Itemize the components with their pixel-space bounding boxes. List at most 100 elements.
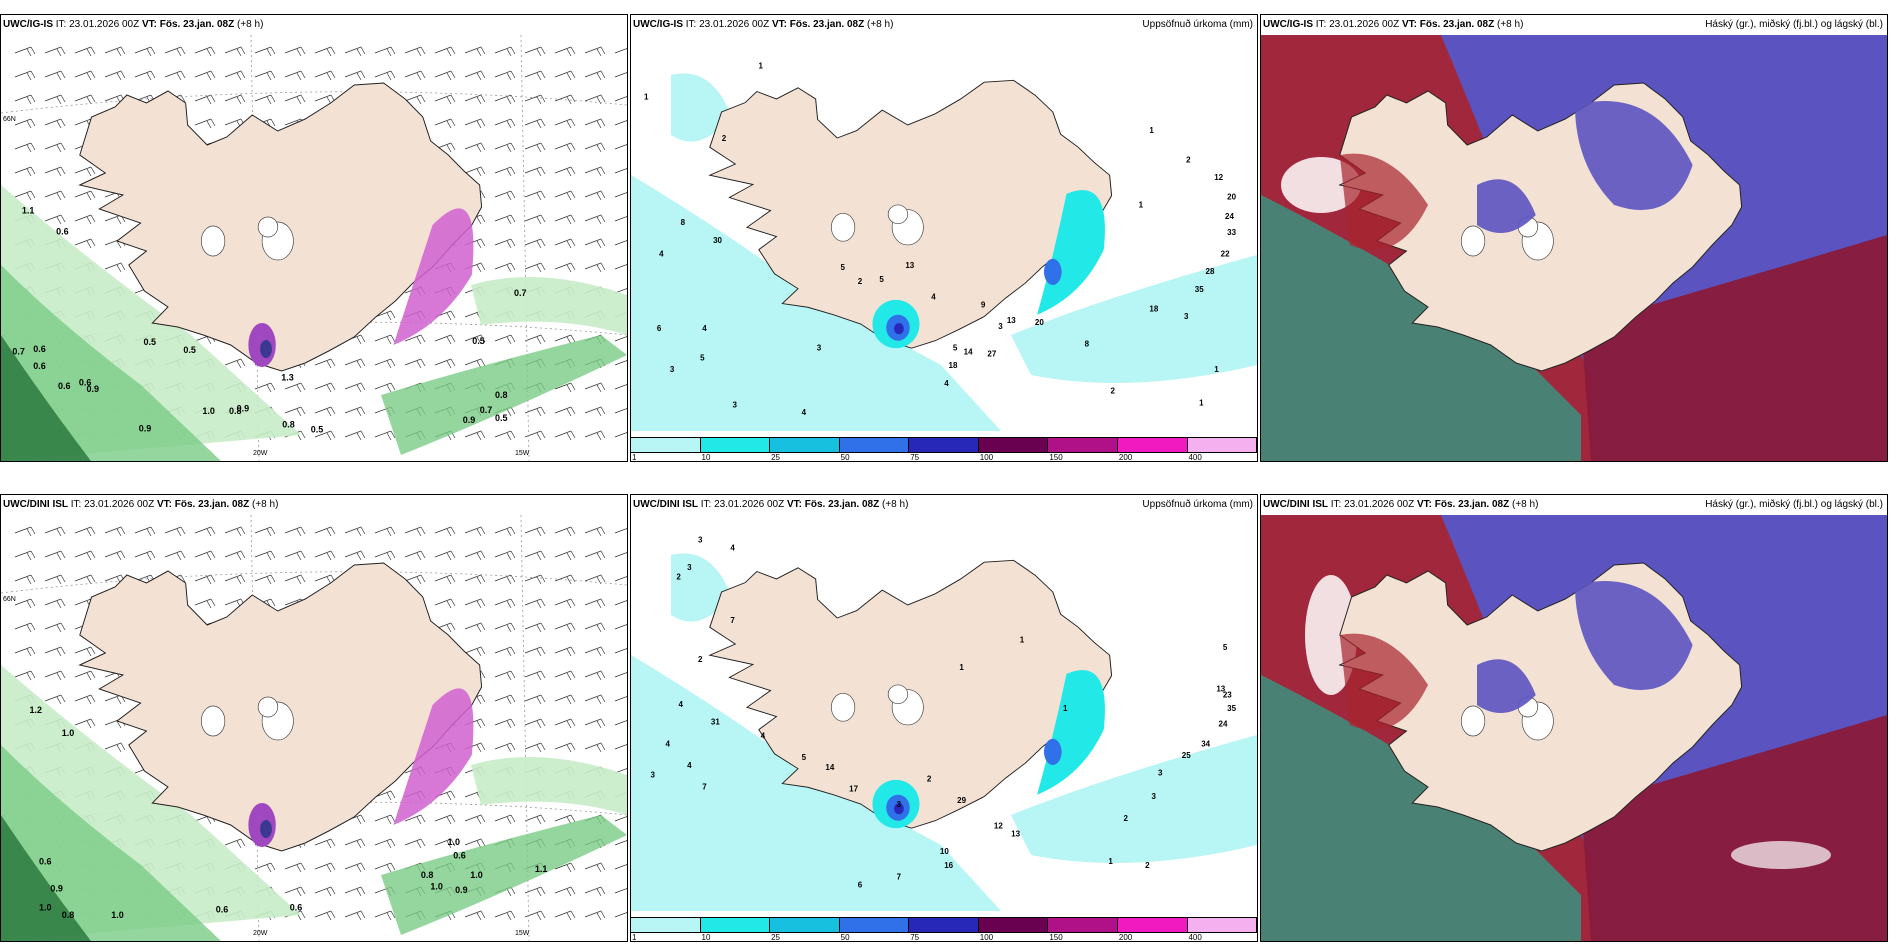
wind-barb [434,574,456,585]
wind-barb [614,600,627,606]
cloud-title: Háský (gr.), miðský (fj.bl.) og lágský (… [1705,499,1883,510]
wind-barb [44,190,66,201]
wind-barb [44,670,66,681]
wind-barb [44,550,66,561]
wind-barb [404,70,426,81]
precip-title: Uppsöfnuð úrkoma (mm) [1142,19,1253,30]
scale-tick-label: 100 [979,453,994,462]
precip-value-label: 20 [1227,193,1236,202]
wind-value-label: 0.6 [453,851,466,861]
wind-barb [374,70,396,81]
wind-barb [614,888,627,894]
precip-value-label: 9 [981,300,986,309]
wind-barb [104,550,126,561]
wind-barb [404,94,426,105]
wind-barb [254,574,276,585]
scale-color-cell [1117,438,1188,452]
wind-barb [434,70,456,81]
wind-barb [14,598,36,609]
wind-barb [464,166,486,177]
lead-time: (+8 h) [867,19,894,30]
wind-barb [44,46,66,57]
wind-value-label: 0.7 [514,288,527,298]
precip-value-label: 13 [1216,684,1225,693]
wind-barb [224,94,246,105]
wind-barb [614,408,627,414]
wind-value-label: 0.7 [480,405,493,415]
init-time: 23.01.2026 00Z [1344,499,1415,510]
wind-value-label: 1.3 [281,373,294,383]
wind-barb [614,96,627,102]
wind-barb [554,910,576,921]
wind-barb [14,646,36,657]
precip-value-label: 3 [1158,769,1163,778]
wind-barb [14,526,36,537]
scale-color-cell [839,438,910,452]
glacier-outline [257,216,279,238]
wind-barb [614,696,627,702]
wind-barb [74,166,96,177]
wind-value-label: 0.6 [79,377,92,387]
wind-barb [194,118,216,129]
precip-value-label: 3 [1184,312,1189,321]
wind-barb [344,70,366,81]
wind-barb [434,118,456,129]
scale-bar [631,437,1257,453]
wind-barb [524,406,546,417]
precip-value-label: 2 [1111,387,1116,396]
model-source: UWC/DINI ISL [3,499,68,510]
precip-value-label: 17 [849,784,858,793]
wind-barb [74,190,96,201]
wind-barb [464,646,486,657]
cloud-map [1261,515,1887,941]
wind-barb [164,46,186,57]
precip-value-label: 2 [676,573,681,582]
wind-barb [284,94,306,105]
scale-tick-label: 150 [1049,453,1063,462]
scale-tick-label: 200 [1118,453,1133,462]
wind-barb [284,550,306,561]
scale-color-cell [1048,918,1118,932]
wind-barb [14,190,36,201]
cloud-title: Háský (gr.), miðský (fj.bl.) og lágský (… [1705,19,1883,30]
wind-barb [44,118,66,129]
wind-barb [494,742,516,753]
wind-barb [194,70,216,81]
low-cloud-layer [1261,195,1581,461]
high-cloud-layer [1581,715,1887,941]
wind-barb [224,550,246,561]
wind-barb [434,598,456,609]
wind-barb [614,144,627,150]
precip-value-label: 7 [897,873,902,882]
wind-barb [554,46,576,57]
wind-barb [614,264,627,270]
precip-value-label: 35 [1195,285,1204,294]
clear-sky-patch [1281,157,1361,213]
precip-value-label: 12 [994,822,1003,831]
wind-barb [164,550,186,561]
wind-barb [164,70,186,81]
wind-barb [554,862,576,873]
wind-barb [374,838,396,849]
wind-barb [614,864,627,870]
wind-barb [404,814,426,825]
wind-barb [224,70,246,81]
wind-barb [584,574,606,585]
scale-color-cell [909,918,979,932]
precip-value-label: 14 [825,763,834,772]
wind-barb [434,46,456,57]
wind-barb [554,94,576,105]
panel-header: UWC/IG-IS IT: 23.01.2026 00Z VT: Fös. 23… [1261,15,1887,35]
wind-barb [284,382,306,393]
wind-barb [524,70,546,81]
low-cloud-layer [1261,675,1581,941]
panel-header: UWC/DINI ISL IT: 23.01.2026 00Z VT: Fös.… [1261,495,1887,515]
wind-barb [374,550,396,561]
wind-barb [554,886,576,897]
wind-barb [404,526,426,537]
wind-barb [254,862,276,873]
wind-value-label: 1.0 [202,406,215,416]
wind-barb [524,670,546,681]
wind-barb [494,262,516,273]
